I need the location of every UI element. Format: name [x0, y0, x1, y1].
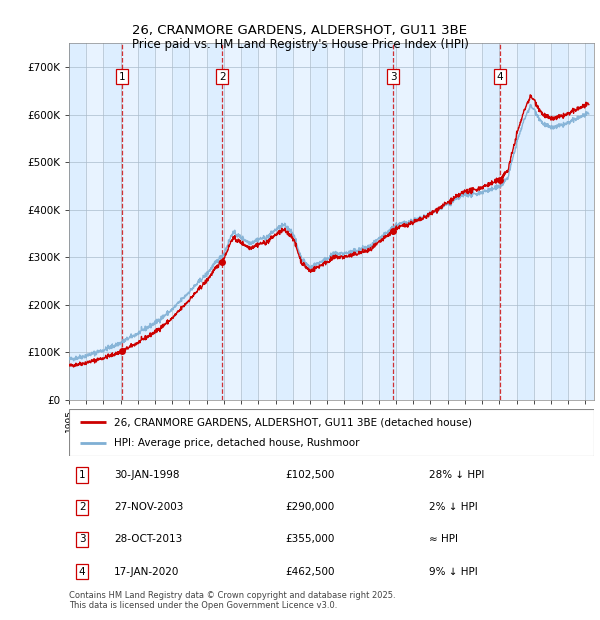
Text: HPI: Average price, detached house, Rushmoor: HPI: Average price, detached house, Rush…	[113, 438, 359, 448]
Bar	[86, 43, 103, 400]
Text: 26, CRANMORE GARDENS, ALDERSHOT, GU11 3BE: 26, CRANMORE GARDENS, ALDERSHOT, GU11 3B…	[133, 24, 467, 37]
Text: 9% ↓ HPI: 9% ↓ HPI	[429, 567, 478, 577]
Text: 4: 4	[79, 567, 86, 577]
Text: 2: 2	[219, 72, 226, 82]
Text: £355,000: £355,000	[285, 534, 334, 544]
Text: 2: 2	[79, 502, 86, 512]
Bar	[568, 43, 586, 400]
Text: 26, CRANMORE GARDENS, ALDERSHOT, GU11 3BE (detached house): 26, CRANMORE GARDENS, ALDERSHOT, GU11 3B…	[113, 417, 472, 427]
Bar	[121, 43, 138, 400]
Text: 1: 1	[119, 72, 125, 82]
Text: £290,000: £290,000	[285, 502, 334, 512]
Text: 30-JAN-1998: 30-JAN-1998	[114, 470, 179, 480]
Bar	[465, 43, 482, 400]
Text: 4: 4	[497, 72, 503, 82]
Bar	[430, 43, 448, 400]
Text: 17-JAN-2020: 17-JAN-2020	[114, 567, 179, 577]
Bar	[499, 43, 517, 400]
Text: 28% ↓ HPI: 28% ↓ HPI	[429, 470, 484, 480]
Bar	[534, 43, 551, 400]
Text: £102,500: £102,500	[285, 470, 334, 480]
Bar	[190, 43, 207, 400]
Bar	[224, 43, 241, 400]
Text: 28-OCT-2013: 28-OCT-2013	[114, 534, 182, 544]
Bar	[396, 43, 413, 400]
Text: 1: 1	[79, 470, 86, 480]
Text: ≈ HPI: ≈ HPI	[429, 534, 458, 544]
Bar	[327, 43, 344, 400]
Bar	[259, 43, 275, 400]
Text: Price paid vs. HM Land Registry's House Price Index (HPI): Price paid vs. HM Land Registry's House …	[131, 38, 469, 51]
Text: 3: 3	[390, 72, 397, 82]
Text: 2% ↓ HPI: 2% ↓ HPI	[429, 502, 478, 512]
Bar	[362, 43, 379, 400]
Text: £462,500: £462,500	[285, 567, 335, 577]
Text: 3: 3	[79, 534, 86, 544]
Bar	[293, 43, 310, 400]
Bar	[155, 43, 172, 400]
Text: Contains HM Land Registry data © Crown copyright and database right 2025.
This d: Contains HM Land Registry data © Crown c…	[69, 591, 395, 610]
Text: 27-NOV-2003: 27-NOV-2003	[114, 502, 184, 512]
